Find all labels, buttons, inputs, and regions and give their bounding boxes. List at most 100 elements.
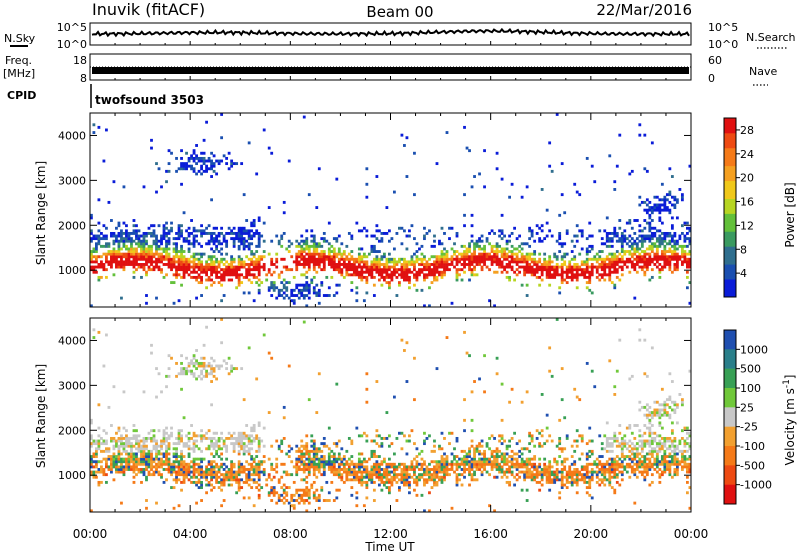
velocity-cell: [418, 462, 421, 466]
velocity-cell: [152, 436, 156, 440]
power-cell: [510, 231, 514, 235]
power-cell: [653, 208, 657, 212]
velocity-cell: [205, 374, 208, 378]
power-cell: [438, 239, 441, 243]
power-cell: [277, 242, 281, 246]
power-cell: [683, 260, 687, 264]
velocity-cell: [480, 460, 484, 464]
power-cell: [665, 250, 669, 253]
velocity-cell: [305, 486, 309, 490]
velocity-cell: [90, 444, 93, 448]
velocity-cell: [560, 478, 564, 482]
velocity-cell: [403, 470, 406, 474]
velocity-cell: [107, 447, 111, 451]
power-cell: [302, 260, 306, 264]
power-cell: [295, 286, 299, 290]
velocity-cell: [355, 491, 359, 495]
velocity-cell: [377, 468, 381, 471]
power-cell: [237, 239, 241, 243]
power-cell: [345, 268, 349, 272]
power-cell: [230, 270, 234, 274]
velocity-cell: [493, 475, 496, 479]
velocity-cell: [272, 493, 276, 497]
power-cell: [250, 257, 254, 261]
velocity-cell: [90, 460, 93, 464]
power-cell: [400, 242, 404, 246]
velocity-cell: [445, 455, 449, 458]
velocity-cell: [468, 468, 471, 471]
velocity-cell: [345, 460, 349, 464]
velocity-cell: [90, 457, 93, 461]
velocity-cell: [172, 452, 176, 456]
power-cell: [680, 195, 684, 199]
power-cell: [292, 260, 296, 264]
power-cell: [430, 273, 434, 277]
velocity-cell: [232, 470, 236, 474]
velocity-cell: [377, 444, 381, 448]
power-cell: [187, 164, 191, 168]
velocity-cell: [207, 444, 211, 448]
power-cell: [302, 247, 306, 251]
power-cell: [130, 237, 133, 241]
power-cell: [292, 294, 296, 297]
velocity-cell: [438, 465, 441, 469]
velocity-cell: [192, 374, 196, 378]
power-cell: [658, 216, 662, 220]
power-cell: [225, 162, 229, 166]
power-cell: [440, 255, 444, 259]
power-cell: [675, 268, 679, 272]
power-cell: [287, 159, 291, 163]
velocity-cell: [192, 465, 196, 469]
velocity-cell: [337, 462, 341, 466]
velocity-cell: [440, 455, 444, 458]
velocity-cell: [508, 480, 511, 484]
velocity-cell: [463, 398, 466, 402]
power-cell: [375, 250, 379, 253]
velocity-cell: [533, 475, 537, 479]
power-cell: [235, 265, 239, 269]
power-cell: [485, 239, 489, 243]
velocity-cell: [227, 475, 231, 479]
power-cell: [603, 268, 607, 272]
power-cell: [433, 255, 436, 259]
freq-label-line1: Freq.: [5, 54, 32, 67]
velocity-cell: [490, 452, 494, 456]
velocity-cell: [400, 462, 404, 466]
power-cell: [498, 229, 501, 233]
velocity-cell: [443, 460, 446, 464]
power-cell: [237, 231, 241, 235]
velocity-cell: [210, 462, 213, 466]
velocity-cell: [147, 462, 151, 466]
power-cell: [127, 250, 131, 253]
power-cell: [428, 286, 431, 290]
power-cell: [267, 268, 271, 272]
velocity-cell: [593, 470, 597, 474]
velocity-cell: [495, 356, 499, 360]
power-cell: [388, 273, 391, 277]
velocity-cell: [475, 449, 479, 453]
power-cell: [102, 263, 106, 266]
power-cell: [180, 167, 183, 171]
velocity-cell: [180, 369, 183, 373]
velocity-cell: [345, 462, 349, 466]
velocity-cell: [215, 431, 219, 435]
velocity-cell: [400, 473, 404, 477]
velocity-cell: [372, 465, 376, 469]
power-cell: [575, 270, 579, 274]
power-cell: [315, 206, 319, 210]
power-cell: [450, 255, 454, 259]
velocity-cell: [588, 455, 592, 458]
power-cell: [315, 252, 319, 256]
power-cell: [307, 263, 311, 266]
power-cell: [330, 265, 334, 269]
velocity-cell: [245, 460, 249, 464]
power-cell: [252, 260, 256, 264]
power-cell: [157, 257, 161, 261]
power-cell: [423, 278, 426, 282]
power-cell: [257, 268, 261, 272]
velocity-cell: [545, 473, 549, 477]
power-cell: [650, 242, 654, 246]
power-cell: [620, 257, 624, 261]
power-cell: [312, 263, 316, 266]
velocity-cell: [95, 465, 98, 469]
